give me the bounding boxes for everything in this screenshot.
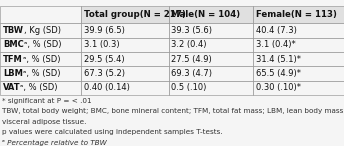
Bar	[253, 52, 344, 66]
Bar	[0, 38, 81, 52]
Text: 69.3 (4.7): 69.3 (4.7)	[171, 69, 212, 78]
Bar	[169, 6, 253, 23]
Text: Total group(N = 217): Total group(N = 217)	[84, 10, 185, 19]
Text: ᵃ, % (SD): ᵃ, % (SD)	[20, 83, 58, 92]
Bar	[0, 66, 81, 81]
Text: 40.4 (7.3): 40.4 (7.3)	[256, 26, 297, 35]
Bar	[253, 23, 344, 38]
Bar	[253, 6, 344, 23]
Text: * significant at P = < .01: * significant at P = < .01	[2, 98, 92, 104]
Text: 39.9 (6.5): 39.9 (6.5)	[84, 26, 125, 35]
Text: 29.5 (5.4): 29.5 (5.4)	[84, 55, 124, 64]
Text: visceral adipose tissue.: visceral adipose tissue.	[2, 119, 86, 125]
Text: Female(N = 113): Female(N = 113)	[256, 10, 336, 19]
Text: VAT: VAT	[3, 83, 20, 92]
Bar	[81, 6, 169, 23]
Bar	[253, 81, 344, 95]
Text: 0.5 (.10): 0.5 (.10)	[171, 83, 207, 92]
Bar	[81, 23, 169, 38]
Text: Male(N = 104): Male(N = 104)	[171, 10, 240, 19]
Text: 0.30 (.10)*: 0.30 (.10)*	[256, 83, 301, 92]
Text: 27.5 (4.9): 27.5 (4.9)	[171, 55, 212, 64]
Bar	[81, 66, 169, 81]
Text: ᵃ, % (SD): ᵃ, % (SD)	[23, 40, 61, 49]
Text: 0.40 (0.14): 0.40 (0.14)	[84, 83, 129, 92]
Text: ᵃ Percentage relative to TBW: ᵃ Percentage relative to TBW	[2, 140, 107, 146]
Text: ᵃ, % (SD): ᵃ, % (SD)	[23, 69, 60, 78]
Text: 31.4 (5.1)*: 31.4 (5.1)*	[256, 55, 301, 64]
Bar	[0, 6, 81, 23]
Bar	[253, 38, 344, 52]
Text: 3.1 (0.3): 3.1 (0.3)	[84, 40, 119, 49]
Text: , Kg (SD): , Kg (SD)	[24, 26, 61, 35]
Bar	[169, 81, 253, 95]
Bar	[81, 81, 169, 95]
Text: 39.3 (5.6): 39.3 (5.6)	[171, 26, 212, 35]
Bar	[169, 52, 253, 66]
Text: 65.5 (4.9)*: 65.5 (4.9)*	[256, 69, 301, 78]
Text: 3.2 (0.4): 3.2 (0.4)	[171, 40, 207, 49]
Bar	[0, 23, 81, 38]
Bar	[253, 66, 344, 81]
Bar	[0, 52, 81, 66]
Text: 3.1 (0.4)*: 3.1 (0.4)*	[256, 40, 295, 49]
Text: 67.3 (5.2): 67.3 (5.2)	[84, 69, 125, 78]
Text: LBM: LBM	[3, 69, 23, 78]
Bar	[81, 38, 169, 52]
Bar	[0, 81, 81, 95]
Text: p values were calculated using independent samples T-tests.: p values were calculated using independe…	[2, 129, 222, 135]
Text: TBW, total body weight; BMC, bone mineral content; TFM, total fat mass; LBM, lea: TBW, total body weight; BMC, bone minera…	[2, 108, 344, 114]
Text: BMC: BMC	[3, 40, 23, 49]
Bar	[169, 66, 253, 81]
Text: TFM: TFM	[3, 55, 22, 64]
Bar	[169, 38, 253, 52]
Bar	[81, 52, 169, 66]
Text: TBW: TBW	[3, 26, 24, 35]
Bar	[169, 23, 253, 38]
Text: ᵃ, % (SD): ᵃ, % (SD)	[22, 55, 60, 64]
